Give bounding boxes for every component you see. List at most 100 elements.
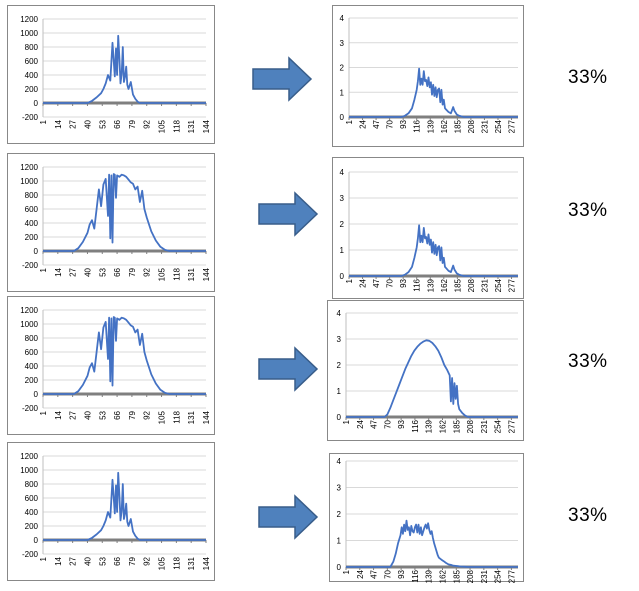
y-tick-label: 400: [25, 71, 39, 80]
x-tick-label: 1: [345, 119, 354, 124]
chart-before-3: -200 0 200 400 600 800 1000 1200 1 14 27 40 53 66 79 92…: [7, 296, 215, 435]
chart-frame: [327, 300, 524, 441]
percent-label: 33%: [568, 351, 608, 372]
x-tick-label: 254: [494, 119, 503, 133]
x-tick-label: 92: [143, 267, 152, 276]
y-tick-label: 1000: [20, 29, 38, 38]
x-tick-label: 47: [372, 278, 381, 287]
x-tick-label: 118: [172, 119, 181, 132]
x-tick-label: 105: [158, 267, 167, 281]
y-tick-label: 200: [25, 85, 39, 94]
x-tick-label: 144: [202, 410, 211, 424]
x-tick-label: 162: [440, 119, 449, 133]
x-tick-label: 105: [158, 556, 167, 570]
x-tick-label: 208: [466, 419, 475, 433]
x-tick-label: 47: [370, 569, 379, 578]
y-tick-label: 400: [25, 362, 39, 371]
y-tick-label: 4: [340, 14, 345, 23]
x-tick-label: 66: [113, 119, 122, 128]
x-tick-label: 116: [411, 569, 420, 582]
x-tick-label: 162: [438, 569, 447, 583]
chart-before-1: -200 0 200 400 600 800 1000 1200 1 14 27 40 53 66 79 92…: [7, 5, 215, 144]
x-tick-label: 208: [467, 278, 476, 292]
chart-before-4: -200 0 200 400 600 800 1000 1200 1 14 27 40 53 66 79 92…: [7, 442, 215, 581]
x-tick-label: 131: [187, 556, 196, 570]
x-tick-label: 92: [143, 119, 152, 128]
x-tick-label: 66: [113, 556, 122, 565]
x-tick-label: 93: [397, 419, 406, 428]
x-tick-label: 53: [98, 267, 107, 276]
x-tick-label: 105: [158, 119, 167, 133]
x-tick-label: 208: [466, 569, 475, 583]
x-tick-label: 70: [383, 569, 392, 578]
x-tick-label: 53: [98, 556, 107, 565]
y-tick-label: 600: [25, 205, 39, 214]
y-tick-label: 600: [25, 348, 39, 357]
x-tick-label: 70: [386, 278, 395, 287]
series-line: [43, 316, 206, 395]
x-tick-label: 40: [83, 119, 92, 128]
x-tick-label: 1: [345, 278, 354, 283]
x-tick-label: 231: [480, 419, 489, 433]
y-tick-label: 400: [25, 219, 39, 228]
y-tick-label: 1: [340, 88, 345, 97]
x-tick-label: 231: [480, 569, 489, 583]
y-tick-label: 0: [34, 99, 39, 108]
x-tick-label: 131: [187, 119, 196, 133]
y-tick-label: 2: [340, 64, 345, 73]
y-tick-label: 0: [34, 247, 39, 256]
y-tick-label: 1: [340, 246, 345, 255]
x-tick-label: 93: [397, 569, 406, 578]
right-arrow-icon: [252, 56, 313, 102]
x-tick-label: 14: [54, 267, 63, 276]
right-arrow-icon: [258, 191, 319, 237]
x-tick-label: 185: [453, 278, 462, 292]
x-tick-label: 231: [480, 278, 489, 292]
y-tick-label: 3: [337, 484, 342, 493]
x-tick-label: 24: [356, 569, 365, 578]
x-tick-label: 185: [452, 419, 461, 433]
x-tick-label: 1: [342, 419, 351, 424]
chart-before-2: -200 0 200 400 600 800 1000 1200 1 14 27 40 53 66 79 92…: [7, 153, 215, 292]
x-tick-label: 131: [187, 410, 196, 424]
y-tick-label: 800: [25, 191, 39, 200]
x-tick-label: 79: [128, 267, 137, 276]
y-tick-label: 0: [337, 413, 342, 422]
y-tick-label: 1000: [20, 177, 38, 186]
series-line: [43, 471, 206, 541]
x-tick-label: 70: [386, 119, 395, 128]
x-tick-label: 116: [413, 278, 422, 291]
x-tick-label: 1: [39, 410, 48, 415]
x-tick-label: 118: [172, 410, 181, 423]
y-tick-label: 0: [340, 272, 345, 281]
x-tick-label: 139: [425, 419, 434, 433]
x-tick-label: 53: [98, 410, 107, 419]
y-tick-label: 400: [25, 508, 39, 517]
y-tick-label: 1: [337, 387, 342, 396]
x-tick-label: 1: [39, 556, 48, 561]
y-tick-label: 1200: [20, 452, 38, 461]
x-tick-label: 92: [143, 410, 152, 419]
x-tick-label: 116: [413, 119, 422, 132]
y-tick-label: 1: [337, 537, 342, 546]
x-tick-label: 139: [425, 569, 434, 583]
x-tick-label: 254: [494, 419, 503, 433]
y-tick-label: 4: [337, 309, 342, 318]
x-tick-label: 14: [54, 556, 63, 565]
x-tick-label: 40: [83, 410, 92, 419]
x-tick-label: 254: [494, 278, 503, 292]
y-tick-label: 1200: [20, 163, 38, 172]
x-tick-label: 185: [452, 569, 461, 583]
y-tick-label: -200: [22, 113, 39, 122]
right-arrow-icon: [258, 346, 319, 392]
x-tick-label: 208: [467, 119, 476, 133]
x-tick-label: 79: [128, 119, 137, 128]
x-tick-label: 93: [399, 119, 408, 128]
x-tick-label: 1: [39, 267, 48, 272]
x-tick-label: 92: [143, 556, 152, 565]
x-tick-label: 131: [187, 267, 196, 281]
y-tick-label: 600: [25, 494, 39, 503]
